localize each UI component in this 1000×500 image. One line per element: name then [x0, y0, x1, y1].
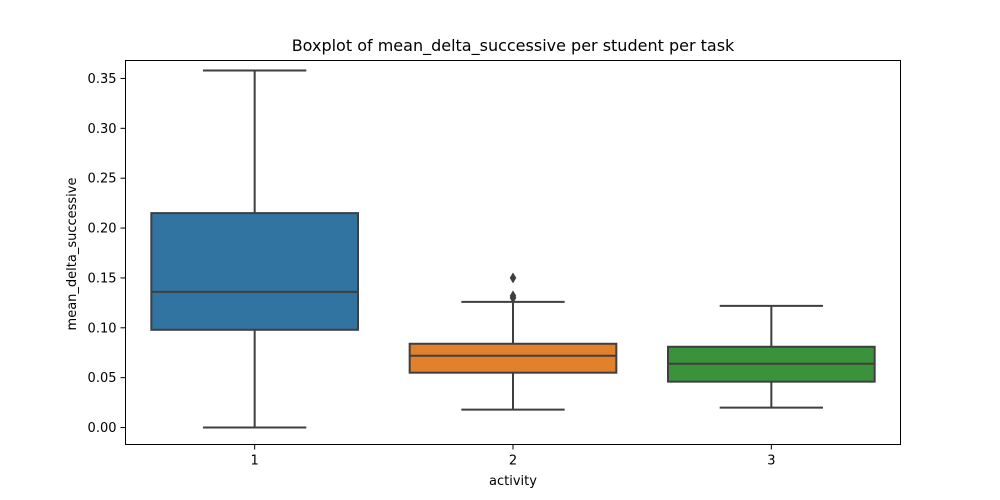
outlier-point — [509, 290, 517, 302]
box-2 — [408, 342, 618, 374]
y-tick-label: 0.05 — [88, 371, 117, 386]
chart-title: Boxplot of mean_delta_successive per stu… — [292, 36, 735, 56]
y-tick-label: 0.00 — [88, 421, 117, 436]
y-tick-label: 0.20 — [88, 222, 117, 237]
y-axis-label: mean_delta_successive — [65, 178, 80, 331]
x-axis-label: activity — [489, 474, 537, 489]
x-tick-label: 2 — [509, 454, 517, 469]
plot-frame — [125, 60, 901, 445]
x-tick-label: 1 — [251, 454, 259, 469]
plot-area: 0.00 0.05 0.10 0.15 0.20 0.25 0.30 0.35 1 2 3 — [88, 69, 876, 469]
y-tick-label: 0.10 — [88, 321, 117, 336]
y-tick-label: 0.35 — [88, 72, 117, 87]
y-tick-label: 0.15 — [88, 271, 117, 286]
outlier-point — [509, 272, 517, 284]
y-tick-label: 0.30 — [88, 122, 117, 137]
x-tick-label: 3 — [767, 454, 775, 469]
box-1 — [150, 212, 359, 331]
y-tick-label: 0.25 — [88, 172, 117, 187]
